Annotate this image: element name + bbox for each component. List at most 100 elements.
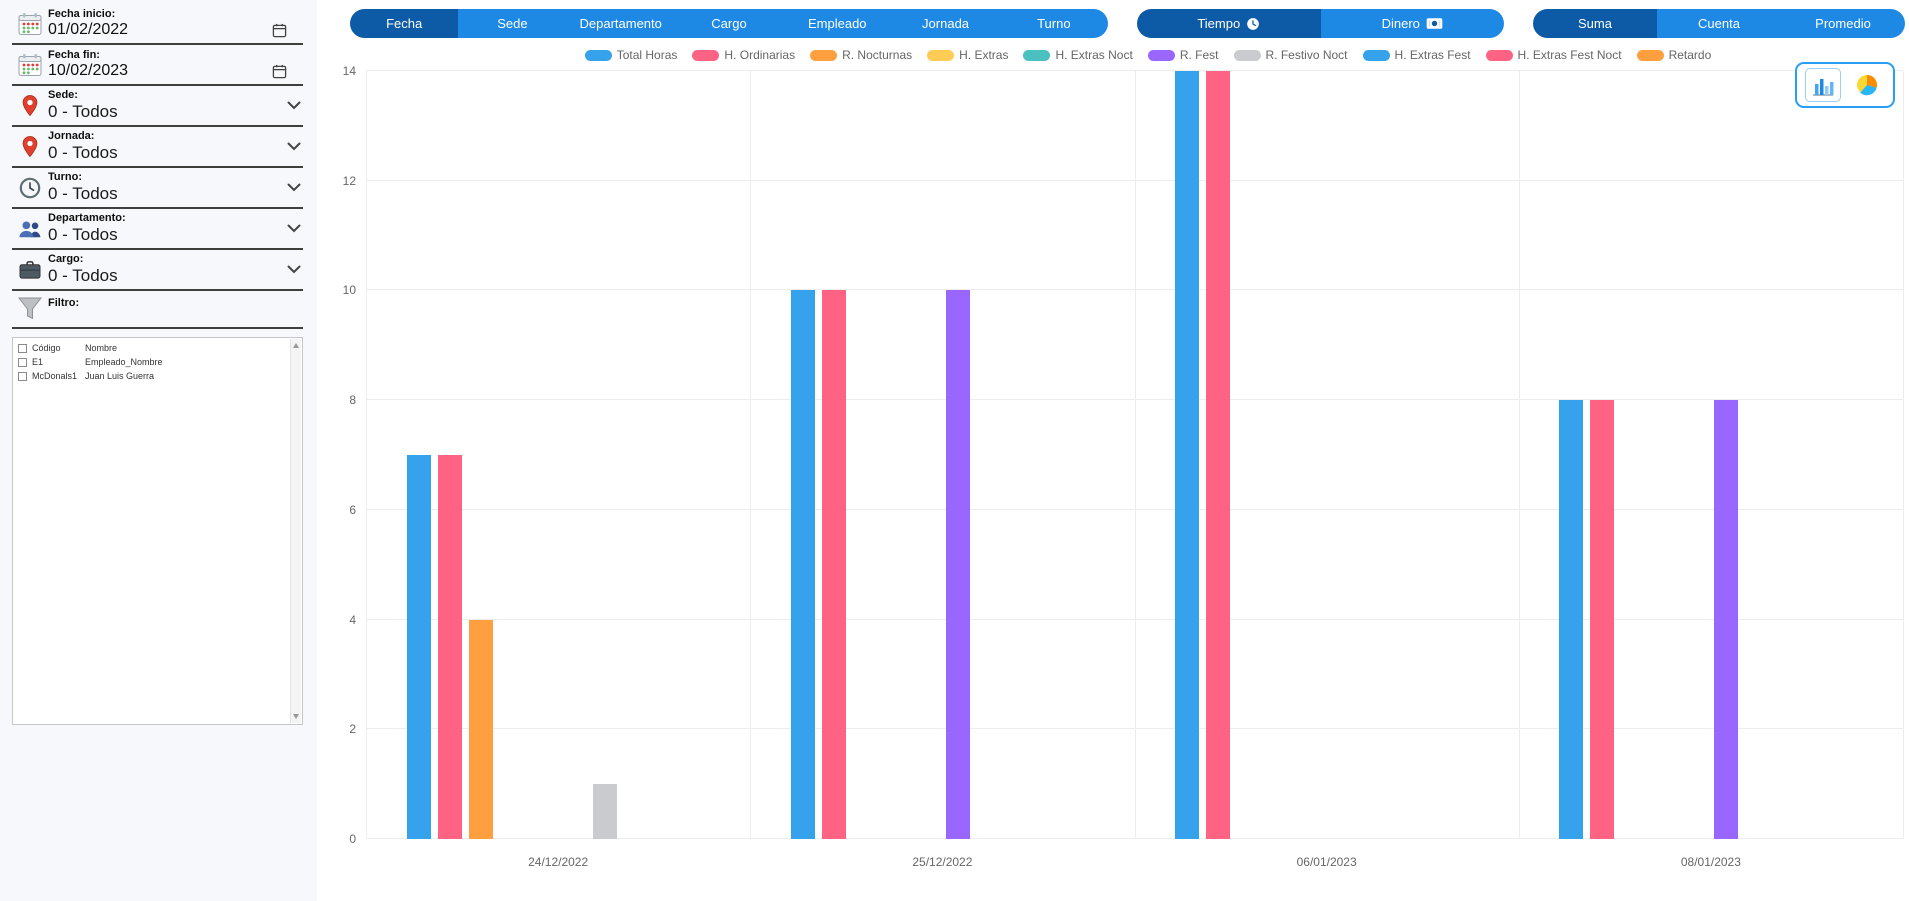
group-by-button-group: Fecha Sede Departamento Cargo Empleado Jornad…	[350, 9, 1108, 38]
bar-total-horas[interactable]	[1175, 71, 1200, 839]
employee-list[interactable]: Código Nombre E1 Empleado_Nombre McDonals1 Ju…	[12, 337, 303, 725]
fecha-inicio-input[interactable]: 01/02/2022	[48, 21, 303, 39]
bar-slot	[558, 71, 589, 839]
category-group-06-01-2023	[1135, 71, 1519, 839]
bar-total-horas[interactable]	[406, 455, 431, 839]
bar-h-ordinarias[interactable]	[1590, 400, 1615, 839]
category-group-25-12-2022	[750, 71, 1134, 839]
employee-list-header-row[interactable]: Código Nombre	[16, 341, 287, 355]
bar-r-festivo-noct[interactable]	[592, 784, 617, 839]
chevron-down-icon[interactable]	[287, 265, 303, 274]
legend-item-h-ordinarias[interactable]: H. Ordinarias	[692, 48, 795, 62]
legend-color-swatch	[1023, 49, 1051, 61]
date-picker-icon[interactable]	[272, 64, 287, 79]
row-checkbox[interactable]	[18, 357, 27, 367]
filter-turno-text: Turno: 0 - Todos	[48, 171, 287, 204]
toolbar-button-cuenta[interactable]: Cuenta	[1657, 9, 1781, 38]
bar-h-ordinarias[interactable]	[821, 290, 846, 839]
bar-r-fest[interactable]	[945, 290, 970, 839]
legend-item-r-nocturnas[interactable]: R. Nocturnas	[810, 48, 912, 62]
legend-item-retardo[interactable]: Retardo	[1636, 48, 1712, 62]
fecha-inicio-label: Fecha inicio:	[48, 7, 116, 20]
bar-total-horas[interactable]	[1559, 400, 1584, 839]
fecha-inicio-field[interactable]: Fecha inicio: 01/02/2022	[12, 4, 303, 45]
bar-slot	[1835, 71, 1866, 839]
toolbar-button-label: Jornada	[922, 16, 970, 31]
fecha-inicio-value[interactable]: 01/02/2022	[48, 21, 129, 39]
filter-sede-label: Sede:	[48, 89, 78, 102]
top-toolbar: Fecha Sede Departamento Cargo Empleado Jornad…	[350, 9, 1905, 38]
employee-list-row[interactable]: McDonals1 Juan Luis Guerra	[16, 369, 287, 383]
scroll-up-arrow-icon[interactable]	[293, 343, 299, 348]
date-picker-icon[interactable]	[272, 23, 287, 38]
filter-jornada-selected-value: 0 - Todos	[48, 143, 118, 163]
y-axis-tick-label: 0	[349, 832, 356, 846]
bar-slot	[787, 71, 818, 839]
toolbar-button-sede[interactable]: Sede	[458, 9, 567, 38]
scroll-down-arrow-icon[interactable]	[293, 714, 299, 719]
fecha-fin-value[interactable]: 10/02/2023	[48, 62, 129, 80]
legend-label: Retardo	[1668, 48, 1712, 62]
legend-color-swatch	[1636, 49, 1664, 61]
legend-item-h-extras-noct[interactable]: H. Extras Noct	[1023, 48, 1133, 62]
filter-departamento[interactable]: Departamento: 0 - Todos	[12, 209, 303, 250]
filtro-label: Filtro:	[48, 297, 80, 310]
filter-cargo[interactable]: Cargo: 0 - Todos	[12, 250, 303, 291]
legend-item-r-fest[interactable]: R. Fest	[1147, 48, 1219, 62]
toolbar-button-dinero[interactable]: Dinero	[1320, 9, 1504, 38]
bar-h-ordinarias[interactable]	[437, 455, 462, 839]
bar-slot	[527, 71, 558, 839]
chevron-down-icon[interactable]	[287, 101, 303, 110]
legend-item-h-extras-fest-noct[interactable]: H. Extras Fest Noct	[1485, 48, 1622, 62]
bar-total-horas[interactable]	[790, 290, 815, 839]
legend-item-h-extras[interactable]: H. Extras	[927, 48, 1008, 62]
filter-departamento-text: Departamento: 0 - Todos	[48, 212, 287, 245]
bar-r-fest[interactable]	[1714, 400, 1739, 839]
x-axis-labels: 24/12/2022 25/12/2022 06/01/2023 08/01/2023	[366, 855, 1903, 869]
bar-h-ordinarias[interactable]	[1206, 71, 1231, 839]
legend-color-swatch	[1147, 49, 1175, 61]
vertical-gridline	[1518, 71, 1520, 839]
filter-turno[interactable]: Turno: 0 - Todos	[12, 168, 303, 209]
toolbar-button-empleado[interactable]: Empleado	[783, 9, 892, 38]
chevron-down-icon[interactable]	[287, 183, 303, 192]
fecha-fin-input[interactable]: 10/02/2023	[48, 62, 303, 80]
bar-slot	[1389, 71, 1420, 839]
pie-chart-view-button[interactable]	[1849, 68, 1885, 102]
legend-item-h-extras-fest[interactable]: H. Extras Fest	[1362, 48, 1471, 62]
legend-color-swatch	[584, 49, 612, 61]
unit-button-group: Tiempo Dinero	[1137, 9, 1504, 38]
legend-item-r-festivo-noct[interactable]: R. Festivo Noct	[1233, 48, 1348, 62]
toolbar-button-departamento[interactable]: Departamento	[566, 9, 675, 38]
toolbar-button-jornada[interactable]: Jornada	[891, 9, 1000, 38]
toolbar-button-label: Sede	[497, 16, 528, 31]
toolbar-button-turno[interactable]: Turno	[999, 9, 1108, 38]
employee-codigo: E1	[32, 357, 44, 367]
row-checkbox[interactable]	[18, 371, 27, 381]
bar-slot	[651, 71, 682, 839]
list-scrollbar[interactable]	[290, 339, 301, 723]
bar-slot	[1066, 71, 1097, 839]
bar-chart-view-button[interactable]	[1805, 68, 1841, 102]
toolbar-button-label: Empleado	[807, 16, 867, 31]
toolbar-button-promedio[interactable]: Promedio	[1781, 9, 1905, 38]
toolbar-button-fecha[interactable]: Fecha	[350, 9, 459, 38]
toolbar-button-label: Cargo	[711, 16, 747, 31]
bar-slot	[403, 71, 434, 839]
bar-r-nocturnas[interactable]	[468, 619, 493, 839]
toolbar-button-cargo[interactable]: Cargo	[674, 9, 784, 38]
chevron-down-icon[interactable]	[287, 142, 303, 151]
legend-label: H. Extras	[959, 48, 1009, 62]
row-checkbox[interactable]	[18, 343, 27, 353]
chevron-down-icon[interactable]	[287, 224, 303, 233]
bar-slot	[1265, 71, 1296, 839]
employee-list-row[interactable]: E1 Empleado_Nombre	[16, 355, 287, 369]
legend-item-total-horas[interactable]: Total Horas	[584, 48, 677, 62]
banknote-icon	[1426, 17, 1443, 30]
filter-jornada[interactable]: Jornada: 0 - Todos	[12, 127, 303, 168]
filter-sede[interactable]: Sede: 0 - Todos	[12, 86, 303, 127]
toolbar-button-tiempo[interactable]: Tiempo	[1137, 9, 1321, 38]
toolbar-button-suma[interactable]: Suma	[1533, 9, 1657, 38]
fecha-fin-field[interactable]: Fecha fin: 10/02/2023	[12, 45, 303, 86]
